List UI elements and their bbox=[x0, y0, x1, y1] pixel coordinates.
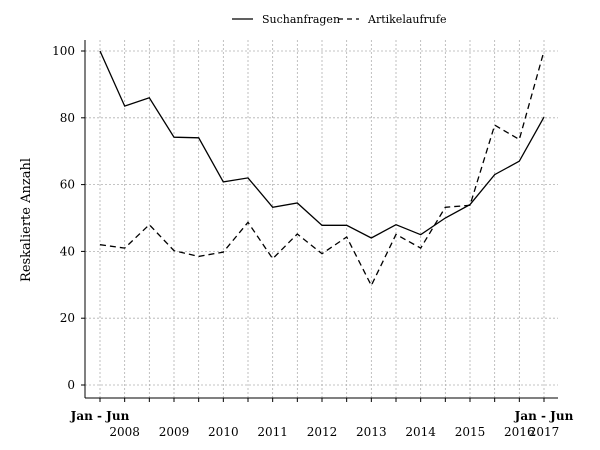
y-tick-label: 40 bbox=[60, 244, 75, 258]
x-year-label: 2016 bbox=[504, 425, 535, 439]
series-lines bbox=[99, 50, 545, 287]
y-tick-label: 0 bbox=[67, 378, 75, 392]
x-year-label: 2012 bbox=[307, 425, 338, 439]
y-axis-ticks: 0 20 40 60 80 100 bbox=[52, 44, 85, 392]
y-tick-label: 20 bbox=[60, 311, 75, 325]
y-tick-label: 60 bbox=[60, 178, 75, 192]
series-line-suchanfragen bbox=[99, 50, 545, 239]
x-year-label: 2017 bbox=[529, 425, 560, 439]
x-year-label: 2009 bbox=[159, 425, 190, 439]
x-year-label: 2013 bbox=[356, 425, 387, 439]
x-year-label: 2015 bbox=[455, 425, 486, 439]
x-year-label: 2014 bbox=[405, 425, 436, 439]
x-year-label: 2010 bbox=[208, 425, 239, 439]
legend-label-artikelaufrufe: Artikelaufrufe bbox=[367, 13, 446, 26]
legend-label-suchanfragen: Suchanfragen bbox=[262, 13, 340, 26]
y-tick-label: 80 bbox=[60, 111, 75, 125]
y-tick-label: 100 bbox=[52, 44, 75, 58]
series-line-artikelaufrufe bbox=[99, 50, 545, 287]
y-axis-title: Reskalierte Anzahl bbox=[19, 158, 34, 282]
x-year-label: 2008 bbox=[109, 425, 140, 439]
legend: Suchanfragen Artikelaufrufe bbox=[232, 13, 446, 26]
grid bbox=[85, 40, 558, 398]
x-end-label: Jan - Jun bbox=[514, 409, 574, 423]
x-start-label: Jan - Jun bbox=[70, 409, 130, 423]
x-year-label: 2011 bbox=[257, 425, 288, 439]
